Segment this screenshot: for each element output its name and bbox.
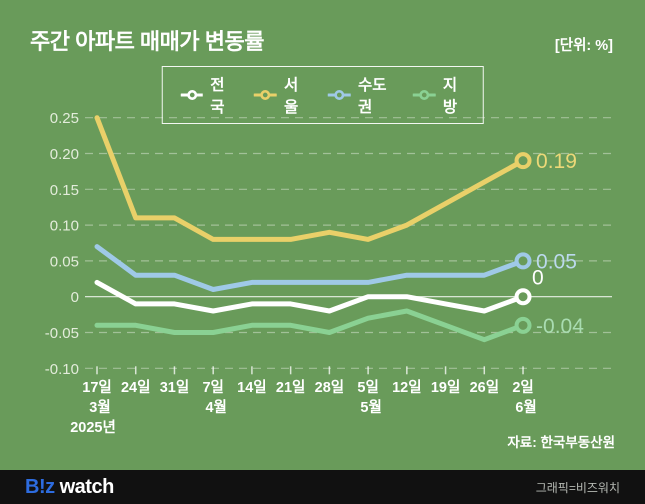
end-marker-regional <box>514 316 532 334</box>
legend-label: 지방 <box>442 77 458 116</box>
end-value-label-nationwide: 0 <box>532 267 544 290</box>
svg-text:4월: 4월 <box>205 399 226 416</box>
svg-text:19일: 19일 <box>431 379 460 396</box>
svg-text:14일: 14일 <box>237 379 266 396</box>
legend-item-regional: 지방 <box>412 73 465 117</box>
line-marker-icon <box>180 90 204 100</box>
svg-text:17일: 17일 <box>82 379 111 396</box>
svg-text:6월: 6월 <box>515 399 536 416</box>
logo-biz-text: B!z <box>25 475 55 498</box>
y-axis-labels: 0.25 0.20 0.15 0.10 0.05 0 -0.05 -0.10 <box>45 110 79 378</box>
svg-text:-0.05: -0.05 <box>45 325 79 342</box>
chart-legend: 전국 서울 수도권 지방 <box>161 66 484 124</box>
line-marker-icon <box>327 89 351 101</box>
legend-item-seoul: 서울 <box>254 73 306 117</box>
end-value-label-metropolitan: 0.05 <box>536 250 577 273</box>
svg-text:24일: 24일 <box>121 379 150 396</box>
svg-text:0.25: 0.25 <box>50 110 79 127</box>
svg-text:3월: 3월 <box>89 399 110 416</box>
data-source: 자료: 한국부동산원 <box>507 435 615 450</box>
x-axis-labels: 17일 24일 31일 7일 14일 21일 28일 5일 12일 19일 26일 2일 3월 4월 5월 6… <box>70 366 537 436</box>
series-line-metropolitan <box>94 244 526 292</box>
legend-item-nationwide: 전국 <box>180 73 232 117</box>
end-value-label-regional: -0.04 <box>536 315 584 338</box>
end-marker-nationwide <box>514 288 532 306</box>
end-marker-metropolitan <box>514 252 532 270</box>
logo-watch-text: watch <box>59 475 115 498</box>
unit-label: [단위: %] <box>554 38 613 54</box>
end-value-label-seoul: 0.19 <box>536 150 577 173</box>
legend-label: 수도권 <box>357 77 387 116</box>
svg-text:2일: 2일 <box>512 379 533 396</box>
svg-text:0.20: 0.20 <box>50 146 79 163</box>
svg-text:5일: 5일 <box>357 379 378 396</box>
svg-text:5월: 5월 <box>360 399 381 416</box>
series-line-seoul <box>94 115 526 242</box>
series-lines <box>94 115 526 343</box>
end-markers: 0.19 0.050 -0.04 <box>514 150 584 338</box>
svg-text:21일: 21일 <box>276 379 305 396</box>
series-line-nationwide <box>94 279 526 314</box>
footer-bar: B!z watch 그래픽=비즈워치 <box>0 470 645 504</box>
end-marker-seoul <box>514 152 532 170</box>
svg-text:0: 0 <box>71 289 79 306</box>
legend-item-metropolitan: 수도권 <box>327 73 391 117</box>
svg-text:12일: 12일 <box>392 379 421 396</box>
bizwatch-logo: B!z watch <box>25 476 114 499</box>
series-line-regional <box>94 308 526 343</box>
svg-text:2025년: 2025년 <box>70 419 116 436</box>
line-marker-icon <box>412 90 436 100</box>
svg-text:0.05: 0.05 <box>50 253 79 270</box>
svg-text:7일: 7일 <box>202 379 223 396</box>
svg-text:26일: 26일 <box>470 379 499 396</box>
svg-text:0.10: 0.10 <box>50 218 79 235</box>
svg-text:0.15: 0.15 <box>50 182 79 199</box>
svg-text:-0.10: -0.10 <box>45 361 79 378</box>
graphic-credit: 그래픽=비즈워치 <box>535 480 620 495</box>
svg-text:28일: 28일 <box>315 379 344 396</box>
legend-label: 서울 <box>284 77 299 116</box>
legend-label: 전국 <box>210 77 225 116</box>
page-title: 주간 아파트 매매가 변동률 <box>30 29 264 54</box>
svg-text:31일: 31일 <box>160 379 189 396</box>
line-marker-icon <box>254 90 278 100</box>
